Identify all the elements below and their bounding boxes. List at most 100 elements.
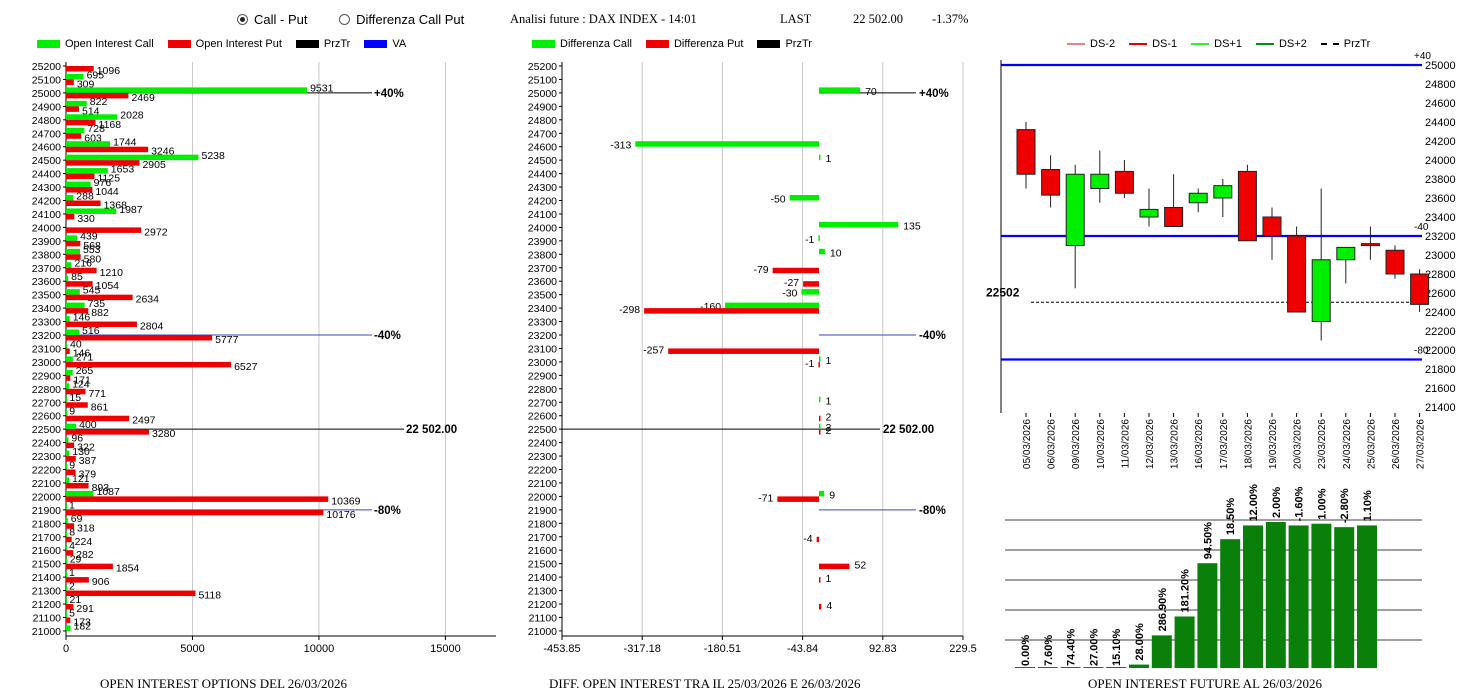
put-value-label: 1854 [116, 563, 140, 575]
put-value-label: 906 [92, 576, 110, 588]
y-tick-label: 24200 [32, 196, 61, 208]
candle-body [1262, 216, 1282, 237]
put-bar [66, 536, 72, 543]
diff-call-bar [819, 490, 825, 497]
diff-put-bar [819, 577, 821, 583]
date-label: 19/03/2026 [1268, 419, 1279, 469]
y-tick-label: 22900 [528, 370, 557, 382]
future-candle-chart: 25000 24800 24600 24400 24200 24000 23800 23600… [986, 51, 1456, 469]
x-tick-label: -180.51 [704, 643, 741, 655]
oi-bar [1243, 525, 1263, 668]
diff-put-label: 4 [826, 600, 832, 612]
diff-call-label: 1 [826, 153, 832, 165]
y-tick-label: 21600 [528, 545, 557, 557]
diff-call-bar [818, 235, 820, 241]
oi-bar [1083, 667, 1104, 668]
y-tick-label: 23500 [32, 290, 61, 302]
call-value-label: 9 [69, 459, 75, 471]
diff-call-bar [819, 356, 821, 362]
put-value-label: 5777 [215, 334, 239, 346]
put-bar [66, 92, 129, 99]
put-value-label: 6527 [234, 361, 258, 373]
oi-bar [1174, 616, 1195, 668]
x-tick-label: 5000 [180, 643, 204, 655]
put-bar [66, 496, 329, 502]
put-value-label: 2905 [142, 159, 166, 171]
oi-bar [1311, 523, 1332, 668]
call-bar [66, 342, 68, 349]
y-tick-label: 22800 [528, 384, 557, 396]
y-tick-label: 21600 [1425, 383, 1456, 395]
put-bar [66, 254, 81, 260]
date-label: 17/03/2026 [1219, 419, 1230, 469]
call-bar [66, 369, 73, 376]
put-bar [66, 415, 130, 422]
call-value-label: 2 [69, 580, 75, 592]
diff-call-label: 2 [826, 422, 832, 434]
put-value-label: 322 [77, 442, 95, 454]
put-bar [66, 321, 137, 328]
y-tick-label: 22400 [32, 438, 61, 450]
y-tick-label: 24600 [528, 142, 557, 154]
put-bar [66, 79, 74, 85]
diff-put-label: 1 [826, 573, 832, 585]
oi-percent-label: 28.00% [1134, 623, 1146, 661]
candle-body [1114, 170, 1134, 194]
call-bar [66, 464, 68, 470]
diff-put-label: 2 [826, 412, 832, 424]
reference-label: -40% [374, 330, 401, 342]
y-tick-label: 25000 [1425, 60, 1456, 72]
line-swatch [1129, 43, 1148, 45]
y-tick-label: 25200 [528, 61, 557, 73]
put-bar [66, 348, 70, 354]
call-value-label: 130 [72, 446, 90, 458]
put-bar [66, 523, 75, 529]
call-bar [66, 450, 70, 457]
call-value-label: 96 [71, 432, 83, 444]
y-tick-label: 24800 [528, 115, 557, 127]
y-tick-label: 24000 [32, 222, 61, 234]
call-bar [66, 423, 77, 430]
red-swatch [167, 40, 191, 48]
y-tick-label: 22200 [1425, 326, 1456, 338]
put-bar [66, 550, 74, 556]
y-tick-label: 23700 [32, 263, 61, 275]
call-bar [66, 114, 118, 120]
last-price-label: 22502 [986, 285, 1020, 299]
diff-call-bar [819, 396, 821, 403]
oi-bar [1106, 667, 1127, 668]
put-value-label: 2804 [140, 321, 164, 333]
call-value-label: 728 [87, 123, 105, 135]
y-tick-label: 22700 [32, 397, 61, 409]
y-tick-label: 22500 [528, 424, 557, 436]
last-label: LAST [780, 12, 812, 26]
radio-diff-label: Differenza Call Put [356, 12, 465, 27]
radio-diff-call-put[interactable]: Differenza Call Put [339, 12, 464, 27]
diff-put-bar [819, 429, 821, 435]
oi-percent-label: 15.10% [1111, 628, 1123, 666]
call-bar [66, 396, 68, 403]
put-bar [66, 281, 93, 287]
oi-bar [1015, 667, 1035, 668]
call-value-label: 21 [70, 594, 82, 606]
put-bar [66, 106, 80, 112]
call-value-label: 1987 [119, 204, 143, 216]
y-tick-label: 21800 [32, 518, 61, 530]
y-tick-label: 21900 [32, 505, 61, 517]
call-bar [66, 477, 70, 483]
put-value-label: 10176 [326, 509, 355, 521]
call-bar [66, 544, 68, 551]
oi-bar [1060, 667, 1081, 668]
oi-percent-label: -1.60% [1294, 486, 1306, 521]
put-value-label: 5118 [198, 590, 221, 602]
diff-put-label: -71 [758, 492, 773, 504]
y-tick-label: 24200 [1425, 136, 1456, 148]
legend-label: Open Interest Call [65, 38, 154, 50]
radio-call-put[interactable]: Call - Put [237, 12, 307, 27]
y-tick-label: 24600 [1425, 98, 1456, 110]
call-bar [66, 437, 69, 443]
green-swatch [37, 40, 60, 48]
diff-call-bar [725, 302, 819, 309]
y-tick-label: 22000 [32, 491, 61, 503]
